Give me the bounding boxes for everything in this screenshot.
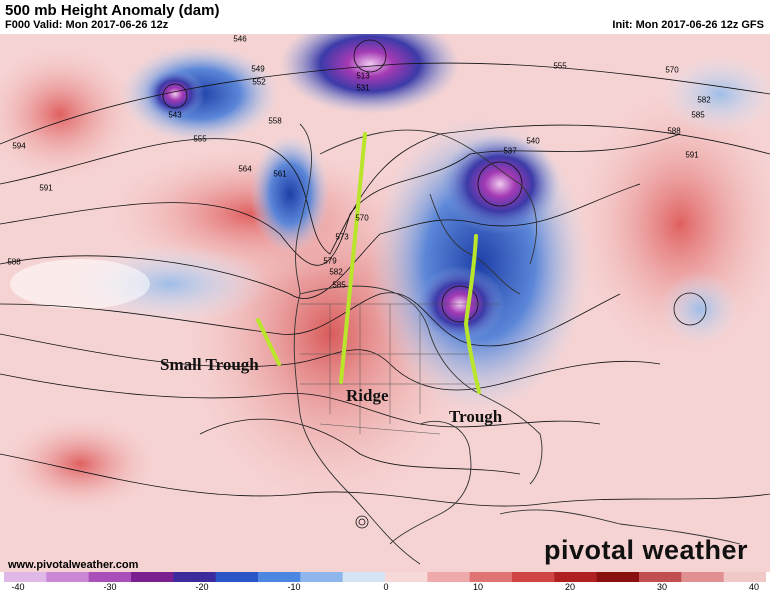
contour-label: 531 [356, 83, 370, 93]
map-title: 500 mb Height Anomaly (dam) [5, 2, 220, 19]
arctic-low [280, 34, 460, 114]
color-bar-swatch [681, 572, 725, 582]
contour-label: 591 [685, 150, 699, 160]
color-bar-swatch [639, 572, 682, 582]
contour-label: 570 [665, 65, 679, 75]
ridge-axis [339, 132, 367, 384]
color-bar-swatch [723, 572, 766, 582]
color-bar-tick-label: -10 [287, 582, 301, 592]
color-bar-swatch [300, 572, 344, 582]
color-bar-swatch [385, 572, 428, 582]
color-bar-tick-label: 0 [383, 582, 389, 592]
color-bar-tick-label: 30 [656, 582, 668, 592]
color-bar-tick-label: -20 [195, 582, 209, 592]
color-bar-swatch [88, 572, 132, 582]
contour-label: 564 [238, 164, 252, 174]
contour-label: 546 [233, 34, 247, 44]
bering-low [145, 69, 205, 119]
gulf-alaska-trough [250, 134, 330, 254]
coastlines [293, 123, 741, 565]
height-contours [0, 39, 770, 529]
contour-label: 555 [553, 61, 567, 71]
color-bar-tick-label: 10 [472, 582, 484, 592]
color-bar-tick-label: -40 [11, 582, 25, 592]
contour-label: 573 [335, 232, 349, 242]
color-bar-swatch [173, 572, 217, 582]
northwest-warm-anomaly [0, 44, 140, 184]
color-bar [4, 572, 766, 582]
contour-label: 582 [697, 95, 711, 105]
color-bar-tick-label: 20 [564, 582, 576, 592]
color-bar-swatch [512, 572, 555, 582]
contour-label: 585 [332, 280, 346, 290]
contour-label: 570 [355, 213, 369, 223]
contour-label: 513 [356, 71, 370, 81]
contour-label: 591 [39, 183, 53, 193]
contour-label: 588 [667, 126, 681, 136]
pacific-neutral-band [10, 259, 150, 309]
contour-label: 588 [7, 257, 21, 267]
atlantic-cool-anomaly [660, 271, 740, 347]
color-bar-ticks: -40 -30 -20 -10 0 10 20 30 40 [0, 582, 770, 595]
contour-label: 594 [12, 141, 26, 151]
contour-label: 585 [691, 110, 705, 120]
init-time: Init: Mon 2017-06-26 12z GFS [612, 19, 764, 31]
map-canvas [0, 34, 770, 572]
color-bar-swatch [131, 572, 174, 582]
contour-label: 537 [503, 146, 517, 156]
color-bar-swatch [215, 572, 259, 582]
color-bar-swatch [554, 572, 598, 582]
hudson-bay-low [440, 134, 560, 234]
color-bar-swatch [427, 572, 471, 582]
contour-label: 549 [251, 64, 265, 74]
color-bar-swatch [4, 572, 47, 582]
color-bar-swatch [342, 572, 386, 582]
ridge-label: Ridge [346, 386, 389, 405]
contour-label: 582 [329, 267, 343, 277]
greenland-cool-anomaly [660, 54, 770, 134]
color-bar-tick-label: -30 [103, 582, 117, 592]
color-bar-tick-label: 40 [748, 582, 760, 592]
contour-label: 561 [273, 169, 287, 179]
map-header: 500 mb Height Anomaly (dam) F000 Valid: … [0, 0, 770, 34]
valid-time: F000 Valid: Mon 2017-06-26 12z [5, 19, 169, 31]
contour-label: 540 [526, 136, 540, 146]
contour-label: 555 [193, 134, 207, 144]
color-bar-swatch [596, 572, 640, 582]
contour-label: 579 [323, 256, 337, 266]
trough-axis [463, 234, 481, 394]
small-trough-axis [256, 318, 281, 366]
color-bar-swatch [469, 572, 513, 582]
brand-logo: pivotal weather [544, 535, 749, 565]
analysis-lines [256, 132, 481, 394]
contour-label: 552 [252, 77, 266, 87]
contour-label: 543 [168, 110, 182, 120]
anomaly-map: 546 549 552 555 558 561 564 591 588 585 … [0, 34, 770, 572]
color-bar-swatch [258, 572, 301, 582]
trough-label: Trough [449, 407, 503, 426]
color-bar-swatch [46, 572, 90, 582]
contour-label: 558 [268, 116, 282, 126]
small-trough-label: Small Trough [160, 355, 259, 374]
southwest-warm-anomaly [0, 414, 160, 514]
website-credit: www.pivotalweather.com [8, 559, 139, 571]
